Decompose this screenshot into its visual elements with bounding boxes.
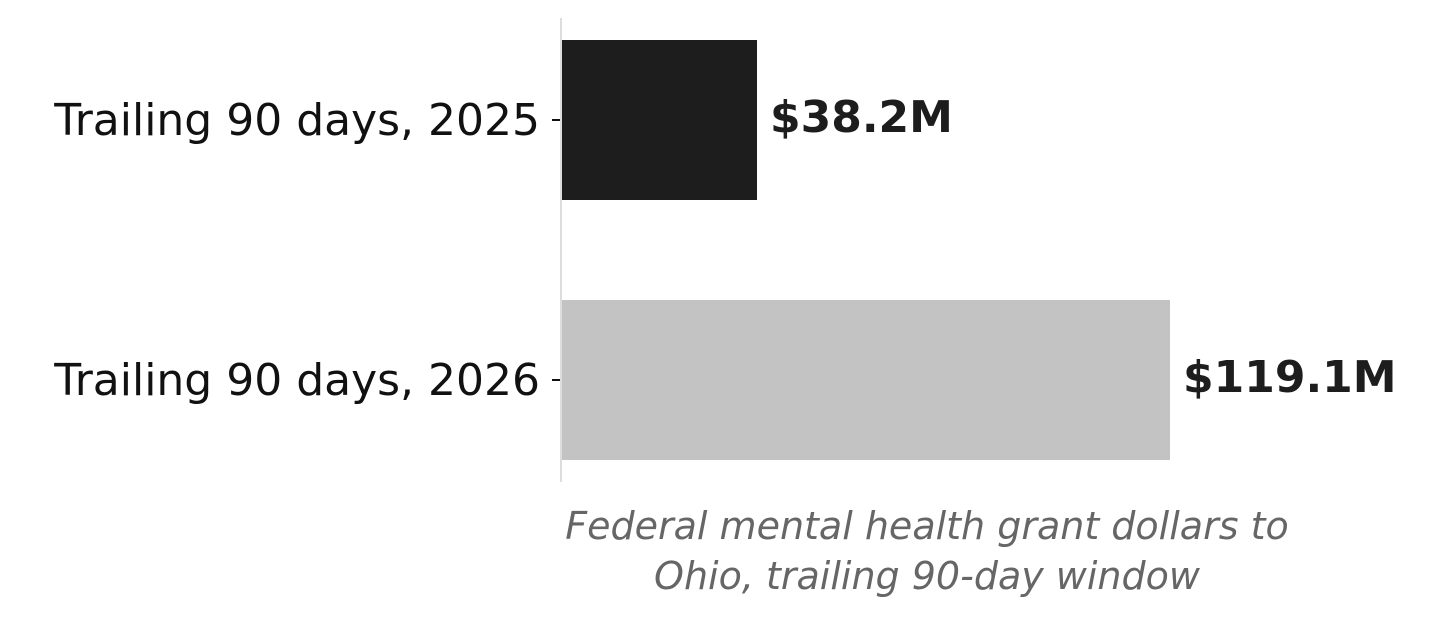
x-axis-label: Federal mental health grant dollars to Oh… — [565, 504, 1288, 598]
bar — [562, 300, 1170, 460]
value-label: $119.1M — [1183, 352, 1397, 403]
y-tick-label: Trailing 90 days, 2026 — [53, 355, 540, 406]
value-label: $38.2M — [770, 92, 953, 143]
y-tick-label: Trailing 90 days, 2025 — [53, 95, 540, 146]
bar — [562, 40, 758, 200]
